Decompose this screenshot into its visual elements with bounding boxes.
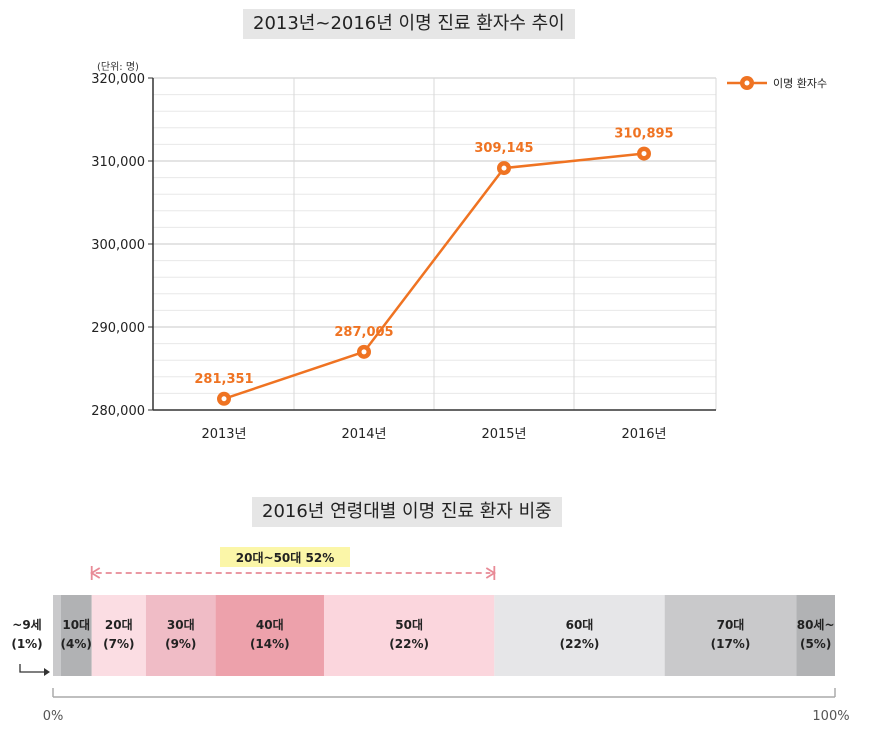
data-label: 281,351 — [194, 372, 253, 387]
segment-label: 60대 — [566, 618, 594, 632]
segment-share: (22%) — [560, 637, 600, 651]
legend-marker-center — [744, 80, 750, 86]
segment-share: (7%) — [103, 637, 134, 651]
bar-bracket: 20대~50대 52% — [90, 547, 497, 580]
legend-label: 이명 환자수 — [773, 77, 827, 90]
segment-label: 10대 — [62, 618, 90, 632]
y-tick-label: 290,000 — [91, 321, 145, 336]
segment-label: ~9세 — [12, 617, 41, 632]
segment-label: 30대 — [167, 618, 195, 632]
pointer-arrow — [19, 664, 44, 673]
line-chart-legend: 이명 환자수 — [727, 76, 827, 90]
data-point-center — [361, 349, 367, 355]
bar-segment — [60, 595, 92, 676]
pointer-arrowhead — [44, 668, 50, 676]
line-chart-series: 281,351 287,005 309,145 310,895 — [194, 127, 674, 406]
segment-share: (9%) — [165, 637, 196, 651]
data-label: 309,145 — [474, 141, 533, 156]
data-point-center — [501, 165, 507, 171]
segment-share: (22%) — [389, 637, 429, 651]
bar-segment — [796, 595, 835, 676]
line-chart-ticks: (단위: 명) 280,000 290,000 300,000 310,000 320,0… — [91, 60, 666, 442]
segment-share: (14%) — [250, 637, 290, 651]
segment-share: (17%) — [711, 637, 751, 651]
segment-label: 70대 — [717, 618, 745, 632]
series-line — [223, 152, 645, 400]
stacked-bar: ~9세 (1%) 10대 (4%) 20대 (7%) 30대 (9%) 40대 (14%) 50대 (… — [11, 595, 835, 676]
y-tick-label: 320,000 — [91, 72, 145, 87]
segment-label: 50대 — [395, 618, 423, 632]
line-chart-title: 2013년~2016년 이명 진료 환자수 추이 — [243, 9, 575, 39]
segment-label: 20대 — [105, 618, 133, 632]
bar-segment — [323, 595, 495, 676]
bracket-label-bg — [220, 547, 350, 567]
segment-label: 40대 — [256, 618, 284, 632]
bar-segment — [53, 595, 61, 676]
y-tick-label: 280,000 — [91, 404, 145, 419]
bar-chart-title: 2016년 연령대별 이명 진료 환자 비중 — [252, 497, 562, 527]
y-axis-unit: (단위: 명) — [97, 60, 139, 73]
data-label: 310,895 — [614, 127, 673, 142]
percent-axis-start: 0% — [43, 709, 64, 724]
bar-segment — [145, 595, 216, 676]
y-tick-label: 300,000 — [91, 238, 145, 253]
bracket-label: 20대~50대 52% — [236, 551, 334, 565]
data-point-center — [221, 396, 227, 402]
segment-label: 80세~ — [797, 617, 835, 632]
x-tick-label: 2015년 — [481, 427, 526, 442]
data-label: 287,005 — [334, 325, 393, 340]
x-tick-label: 2013년 — [201, 427, 246, 442]
bar-axis: 0% 100% — [43, 688, 850, 724]
segment-share: (4%) — [61, 637, 92, 651]
x-tick-label: 2014년 — [341, 427, 386, 442]
percent-axis-end: 100% — [812, 709, 849, 724]
bar-segment — [91, 595, 146, 676]
y-tick-label: 310,000 — [91, 155, 145, 170]
segment-share: (1%) — [11, 637, 42, 651]
bar-segment — [215, 595, 324, 676]
bar-segment — [494, 595, 665, 676]
bar-segment — [664, 595, 797, 676]
data-point-center — [641, 151, 647, 157]
x-tick-label: 2016년 — [621, 427, 666, 442]
segment-share: (5%) — [800, 637, 831, 651]
